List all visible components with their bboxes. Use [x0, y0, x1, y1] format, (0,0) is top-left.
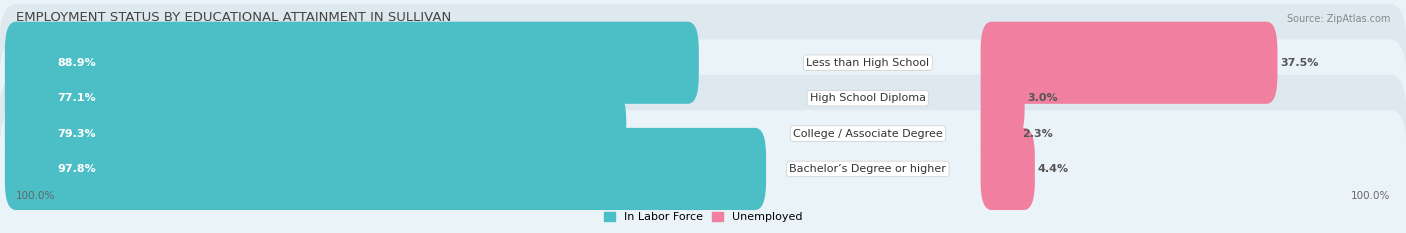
Text: College / Associate Degree: College / Associate Degree [793, 129, 943, 139]
FancyBboxPatch shape [980, 128, 1035, 210]
Text: 2.3%: 2.3% [1022, 129, 1053, 139]
Text: 100.0%: 100.0% [1351, 191, 1391, 201]
FancyBboxPatch shape [980, 57, 1025, 139]
Text: 100.0%: 100.0% [15, 191, 55, 201]
Text: Source: ZipAtlas.com: Source: ZipAtlas.com [1286, 14, 1391, 24]
FancyBboxPatch shape [980, 22, 1278, 104]
FancyBboxPatch shape [980, 93, 1019, 175]
Text: 97.8%: 97.8% [58, 164, 96, 174]
Text: EMPLOYMENT STATUS BY EDUCATIONAL ATTAINMENT IN SULLIVAN: EMPLOYMENT STATUS BY EDUCATIONAL ATTAINM… [15, 11, 451, 24]
Text: 77.1%: 77.1% [58, 93, 96, 103]
FancyBboxPatch shape [0, 4, 1406, 122]
Text: High School Diploma: High School Diploma [810, 93, 927, 103]
FancyBboxPatch shape [0, 75, 1406, 192]
Text: Less than High School: Less than High School [807, 58, 929, 68]
FancyBboxPatch shape [0, 110, 1406, 228]
Text: 88.9%: 88.9% [58, 58, 96, 68]
Text: Bachelor’s Degree or higher: Bachelor’s Degree or higher [790, 164, 946, 174]
Text: 37.5%: 37.5% [1281, 58, 1319, 68]
Text: 79.3%: 79.3% [58, 129, 96, 139]
Legend: In Labor Force, Unemployed: In Labor Force, Unemployed [599, 208, 807, 227]
FancyBboxPatch shape [4, 22, 699, 104]
FancyBboxPatch shape [4, 57, 610, 139]
FancyBboxPatch shape [0, 39, 1406, 157]
FancyBboxPatch shape [4, 93, 626, 175]
FancyBboxPatch shape [4, 128, 766, 210]
Text: 4.4%: 4.4% [1038, 164, 1069, 174]
Text: 3.0%: 3.0% [1028, 93, 1057, 103]
